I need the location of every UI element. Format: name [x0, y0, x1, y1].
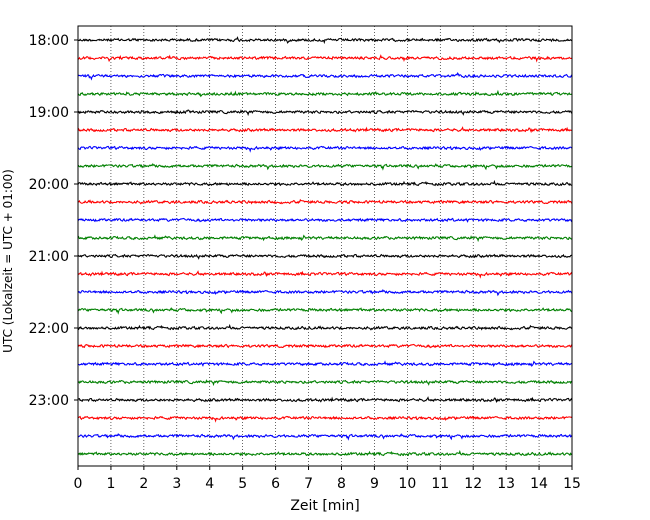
seismic-trace [77, 307, 573, 315]
seismic-trace [77, 36, 573, 45]
grid-lines [110, 26, 540, 466]
x-tick-label: 5 [238, 476, 247, 492]
y-tick-label: 20:00 [29, 177, 69, 193]
y-tick-label: 18:00 [29, 33, 69, 49]
seismic-trace [77, 289, 573, 297]
x-tick-label: 12 [464, 476, 482, 492]
x-tick-label: 15 [563, 476, 581, 492]
x-tick-label: 9 [370, 476, 379, 492]
x-tick-label: 1 [106, 476, 115, 492]
seismic-trace [77, 54, 573, 63]
seismic-trace [77, 89, 573, 98]
seismic-trace [77, 270, 573, 279]
x-axis-ticks: 0 1 2 3 4 5 6 7 8 9 10 11 12 13 14 15 [74, 466, 581, 492]
seismic-trace [77, 360, 573, 368]
seismic-trace [77, 179, 573, 187]
y-tick-label: 22:00 [29, 321, 69, 337]
x-tick-label: 3 [172, 476, 181, 492]
x-tick-label: 2 [139, 476, 148, 492]
seismic-trace [77, 396, 573, 404]
y-axis-ticks: 18:00 19:00 20:00 21:00 22:00 23:00 [29, 33, 78, 409]
seismic-trace [77, 234, 573, 243]
x-tick-label: 4 [205, 476, 214, 492]
plot-frame [77, 25, 573, 467]
x-tick-label: 6 [271, 476, 280, 492]
x-tick-label: 10 [398, 476, 416, 492]
seismic-traces [77, 36, 573, 457]
x-tick-label: 7 [304, 476, 313, 492]
seismic-trace [77, 198, 573, 205]
seismic-trace [77, 343, 573, 349]
seismic-trace [77, 379, 573, 387]
x-tick-label: 13 [497, 476, 515, 492]
x-tick-label: 14 [530, 476, 548, 492]
seismic-trace [77, 126, 573, 134]
seismic-trace [77, 72, 573, 81]
seismic-trace [77, 109, 573, 117]
x-axis-title: Zeit [min] [290, 498, 359, 514]
seismic-trace [77, 253, 573, 260]
seismic-trace [77, 449, 573, 457]
x-tick-label: 11 [431, 476, 449, 492]
seismic-trace [77, 433, 573, 441]
y-axis-title: UTC (Lokalzeit = UTC + 01:00) [1, 169, 15, 353]
y-tick-label: 19:00 [29, 105, 69, 121]
seismic-trace [77, 163, 573, 171]
seismic-trace [77, 217, 573, 223]
x-tick-label: 8 [337, 476, 346, 492]
seismic-trace [77, 145, 573, 153]
x-tick-label: 0 [74, 476, 83, 492]
y-tick-label: 23:00 [29, 393, 69, 409]
seismic-trace [77, 323, 573, 331]
seismic-trace [77, 415, 573, 423]
y-tick-label: 21:00 [29, 249, 69, 265]
